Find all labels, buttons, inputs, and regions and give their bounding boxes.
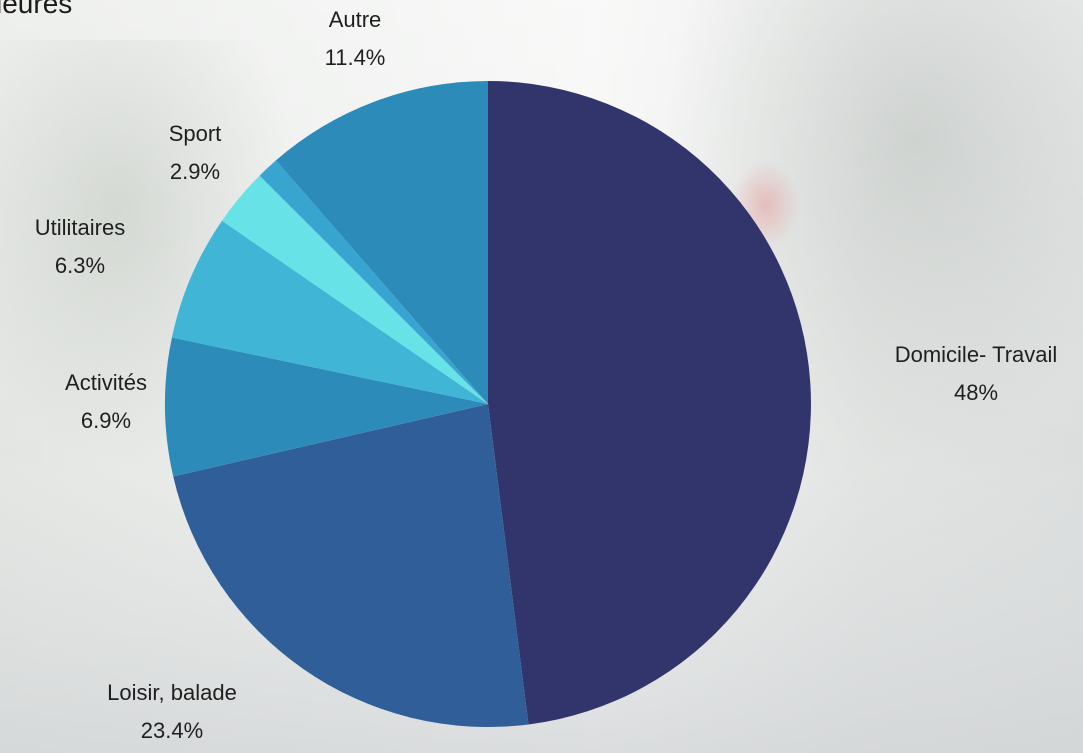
slice-value-label: 11.4%	[325, 45, 386, 70]
pie-slice-domicile-travail	[488, 81, 811, 725]
pie-slice-unlabeled	[259, 160, 488, 404]
slice-value-label: 48%	[954, 380, 998, 405]
slice-value-label: 2.9%	[170, 159, 220, 184]
pie-slice-loisir-balade	[173, 404, 529, 727]
slice-label: Domicile- Travail	[895, 342, 1058, 367]
pie-slice-autre	[275, 81, 488, 404]
slice-label: Loisir, balade	[107, 680, 237, 705]
slice-label: Activités	[65, 370, 147, 395]
page-title: ieures	[0, 0, 73, 19]
pie-slice-sport	[222, 175, 488, 404]
slice-label: Sport	[169, 121, 222, 146]
pie-labels: Domicile- Travail 48% Loisir, balade 23.4% A…	[35, 7, 1058, 743]
pie-slice-activit-s	[165, 337, 488, 477]
slice-label: Utilitaires	[35, 215, 125, 240]
pie-slice-utilitaires	[171, 220, 489, 404]
slice-value-label: 6.9%	[81, 408, 131, 433]
slice-value-label: 6.3%	[55, 253, 105, 278]
slice-value-label: 23.4%	[141, 718, 203, 743]
slice-label: Autre	[329, 7, 382, 32]
pie-slices	[165, 81, 811, 727]
